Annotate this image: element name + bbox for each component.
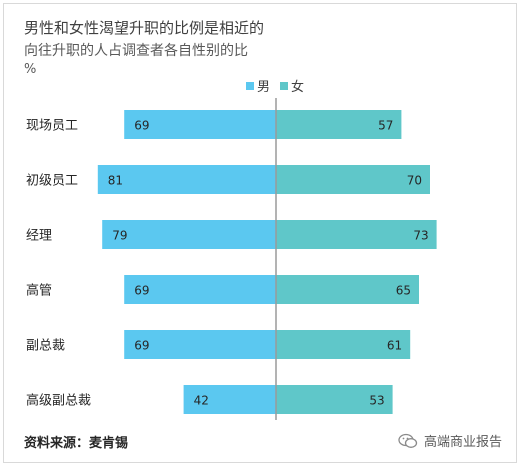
legend: 男 女 (246, 76, 314, 95)
bar-male-1 (97, 165, 276, 194)
category-label-3: 高管 (26, 283, 52, 299)
data-label-female-2: 73 (413, 229, 428, 243)
bar-male-3 (124, 275, 276, 304)
brand-watermark: 高端商业报告 (398, 431, 502, 450)
wechat-icon (398, 433, 418, 448)
data-label-male-0: 69 (134, 119, 149, 133)
chart-subtitle: 向往升职的人占调查者各自性别的比 (24, 43, 248, 59)
data-label-male-5: 42 (194, 394, 209, 408)
category-label-2: 经理 (26, 229, 52, 244)
bar-female-5 (276, 385, 393, 414)
unit-label: % (24, 62, 37, 77)
bar-female-3 (276, 275, 419, 304)
data-label-female-4: 61 (387, 339, 402, 353)
data-label-female-1: 70 (407, 174, 422, 188)
data-label-female-3: 65 (396, 284, 411, 298)
bar-female-2 (276, 220, 437, 249)
bar-female-0 (276, 110, 402, 139)
data-label-male-3: 69 (134, 284, 149, 298)
category-label-4: 副总裁 (26, 338, 65, 354)
bar-female-4 (276, 330, 411, 359)
bar-male-4 (124, 330, 276, 359)
legend-item-female: 女 (280, 76, 304, 95)
category-label-1: 初级员工 (26, 174, 78, 189)
bar-male-5 (183, 385, 276, 414)
chart-frame (3, 3, 517, 463)
legend-label-female: 女 (291, 80, 305, 95)
bar-male-2 (102, 220, 276, 249)
category-label-5: 高级副总裁 (26, 393, 91, 409)
bar-female-1 (276, 165, 430, 194)
bar-male-0 (124, 110, 276, 139)
data-label-male-4: 69 (134, 339, 149, 353)
data-label-male-2: 79 (112, 229, 127, 243)
data-label-female-5: 53 (369, 394, 384, 408)
chart-title: 男性和女性渴望升职的比例是相近的 (24, 19, 265, 37)
brand-label: 高端商业报告 (424, 435, 503, 450)
source-note: 资料来源：麦肯锡 (24, 436, 129, 451)
legend-swatch-female (280, 81, 289, 90)
legend-label-male: 男 (257, 80, 271, 95)
category-label-0: 现场员工 (26, 119, 78, 134)
legend-item-male: 男 (246, 76, 270, 95)
data-label-male-1: 81 (108, 174, 123, 188)
legend-swatch-male (246, 81, 254, 90)
data-label-female-0: 57 (378, 119, 393, 133)
